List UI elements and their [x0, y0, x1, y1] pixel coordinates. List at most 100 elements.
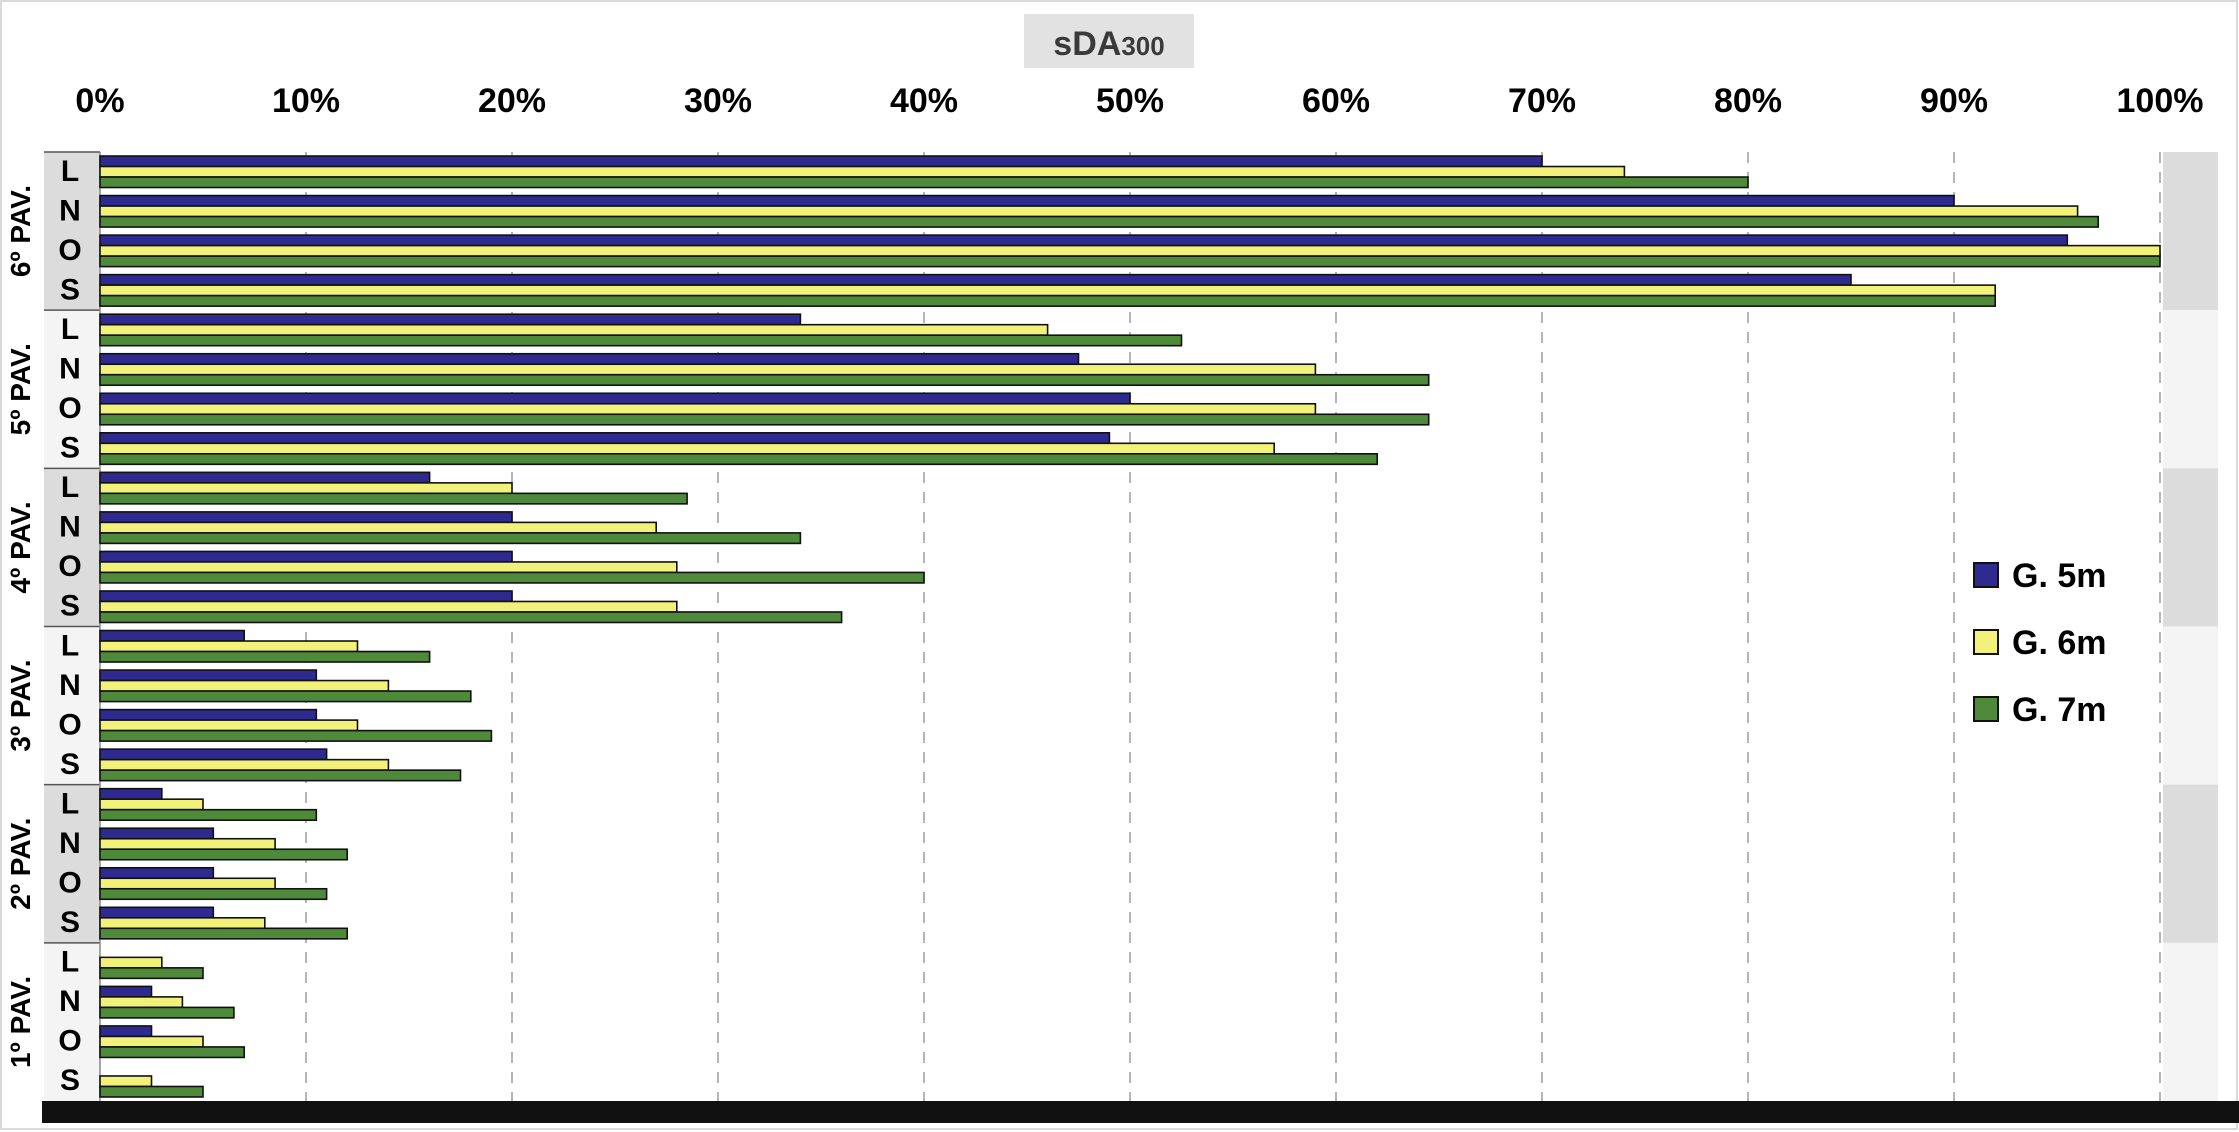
bar-g-7m	[99, 453, 1378, 466]
bar-g-5m	[99, 985, 153, 998]
orientation-label: N	[59, 669, 81, 702]
bar-g-5m	[99, 827, 215, 840]
chart-title-background	[1024, 14, 1194, 68]
bar-g-5m	[99, 669, 318, 682]
bar-g-7m	[99, 532, 802, 545]
bar-g-5m	[99, 590, 513, 603]
bar-g-5m	[99, 906, 215, 919]
orientation-label: L	[61, 313, 79, 346]
bar-g-6m	[99, 1035, 204, 1048]
bar-g-6m	[99, 323, 1049, 336]
chart-title-subscript: 300	[1121, 31, 1164, 61]
x-tick-label: 20%	[478, 82, 546, 120]
floor-label: 5º PAV.	[5, 343, 36, 435]
bar-g-5m	[99, 234, 2069, 247]
bar-g-6m	[99, 165, 1626, 178]
legend-swatch	[1973, 629, 1999, 655]
bar-g-5m	[99, 313, 802, 326]
orientation-label: O	[58, 708, 81, 741]
bar-g-7m	[99, 967, 204, 980]
bar-g-6m	[99, 798, 204, 811]
floor-label-band	[44, 468, 100, 627]
floor-label: 2º PAV.	[5, 818, 36, 910]
floor-label: 1º PAV.	[5, 976, 36, 1068]
bar-g-5m	[99, 787, 163, 800]
bar-g-7m	[99, 1085, 204, 1098]
orientation-label: S	[60, 273, 80, 306]
bar-g-7m	[99, 571, 925, 584]
bar-g-6m	[99, 758, 390, 771]
bar-g-6m	[99, 1075, 153, 1088]
orientation-label: N	[59, 194, 81, 227]
x-tick-label: 90%	[1920, 82, 1988, 120]
bar-g-7m	[99, 927, 348, 940]
legend-swatch	[1973, 696, 1999, 722]
bottom-border	[42, 1101, 2239, 1123]
bar-g-5m	[99, 392, 1131, 405]
x-tick-label: 60%	[1302, 82, 1370, 120]
floor-label-band	[44, 784, 100, 943]
floor-side-band	[2163, 626, 2218, 785]
bar-g-6m	[99, 363, 1317, 376]
orientation-label: S	[60, 906, 80, 939]
orientation-label: S	[60, 748, 80, 781]
floor-side-band	[2163, 784, 2218, 943]
orientation-label: O	[58, 550, 81, 583]
bar-g-7m	[99, 1046, 245, 1059]
legend: G. 5m G. 6m G. 7m	[1973, 557, 2106, 729]
bar-g-5m	[99, 866, 215, 880]
bar-g-6m	[99, 837, 276, 851]
bar-g-7m	[99, 294, 1996, 307]
bar-g-6m	[99, 521, 658, 534]
floor-side-band	[2163, 152, 2218, 311]
bar-g-5m	[99, 1025, 153, 1038]
legend-label: G. 6m	[2012, 624, 2106, 662]
orientation-label: O	[58, 234, 81, 267]
orientation-label: N	[59, 352, 81, 385]
floor-label: 6º PAV.	[5, 185, 36, 277]
chart-title-main: sDA	[1053, 25, 1121, 63]
orientation-label: N	[59, 985, 81, 1018]
x-tick-label: 80%	[1714, 82, 1782, 120]
bar-g-7m	[99, 729, 493, 742]
bar-g-7m	[99, 176, 1749, 189]
bar-g-7m	[99, 413, 1430, 426]
bar-g-5m	[99, 194, 1955, 207]
bar-g-7m	[99, 373, 1430, 387]
orientation-label: O	[58, 867, 81, 900]
bar-g-5m	[99, 432, 1111, 445]
orientation-label: L	[61, 155, 79, 188]
floor-label-band	[44, 310, 100, 469]
bar-g-6m	[99, 205, 2079, 218]
bar-g-7m	[99, 808, 318, 821]
bar-g-7m	[99, 769, 462, 782]
bar-g-7m	[99, 848, 348, 861]
x-tick-label: 50%	[1096, 82, 1164, 120]
bar-g-6m	[99, 956, 163, 969]
x-axis-tick-labels: 0% 10% 20% 30% 40% 50% 60% 70% 80% 90% 100%	[75, 82, 2203, 120]
bar-g-7m	[99, 611, 843, 624]
bar-g-5m	[99, 511, 513, 524]
bar-g-5m	[99, 708, 318, 721]
bar-g-6m	[99, 600, 678, 613]
legend-label: G. 5m	[2012, 557, 2106, 595]
floor-label-band	[44, 626, 100, 785]
bar-g-6m	[99, 719, 359, 732]
bar-g-6m	[99, 442, 1275, 455]
chart-title: sDA300	[1053, 25, 1164, 63]
bar-g-6m	[99, 482, 513, 495]
bar-g-5m	[99, 550, 513, 563]
vertical-gridlines	[305, 152, 2161, 1101]
floor-label: 4º PAV.	[5, 501, 36, 593]
floor-side-band	[2163, 310, 2218, 469]
bar-g-6m	[99, 402, 1317, 416]
bar-g-5m	[99, 352, 1080, 366]
orientation-label: S	[60, 590, 80, 623]
orientation-label: S	[60, 432, 80, 465]
floor-side-band	[2163, 942, 2218, 1101]
floor-label-band	[44, 942, 100, 1101]
bar-g-7m	[99, 492, 688, 505]
x-tick-label: 40%	[890, 82, 958, 120]
